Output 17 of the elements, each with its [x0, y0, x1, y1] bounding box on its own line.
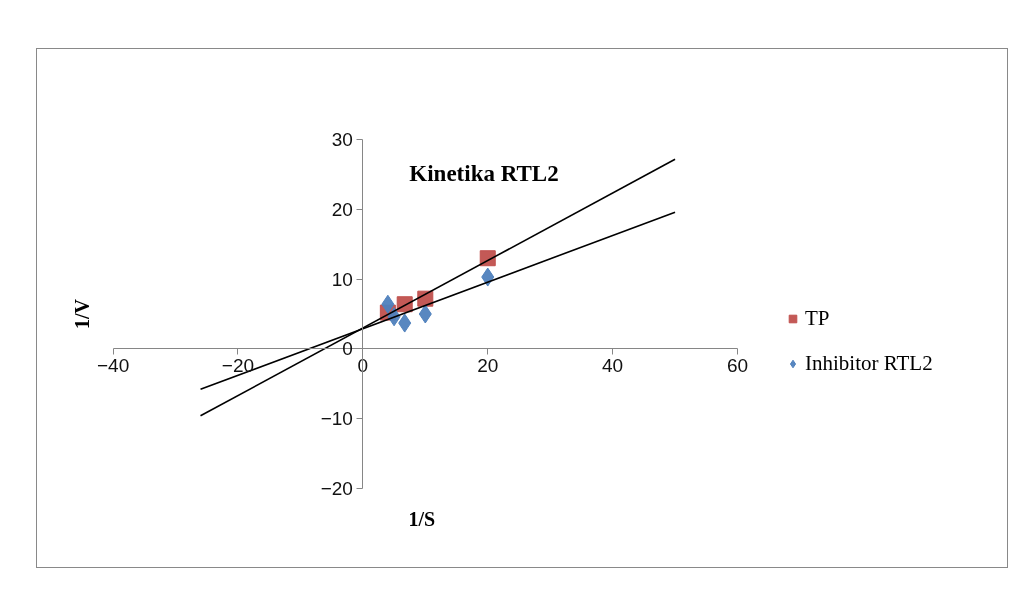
legend-label: Inhibitor RTL2	[805, 351, 933, 376]
y-tick-label: 30	[331, 129, 353, 151]
y-tick-label: −20	[320, 477, 353, 499]
x-tick-label: −20	[221, 354, 255, 376]
y-axis-title: 1/V	[70, 298, 93, 329]
x-tick-label: 60	[726, 354, 749, 376]
text: Kinetika RTL2	[409, 160, 559, 186]
x-tick-label: −40	[97, 354, 130, 376]
y-tick-label: 20	[331, 198, 353, 220]
y-tick-label: 0	[342, 338, 353, 360]
x-tick-label: 40	[602, 354, 624, 376]
legend-label: TP	[805, 306, 830, 331]
x-tick-label: 20	[477, 354, 499, 376]
y-tick-label: −10	[320, 408, 353, 430]
x-axis-title: 1/S	[408, 507, 436, 530]
y-tick-label: 10	[331, 268, 353, 290]
x-tick-label: 0	[357, 354, 369, 376]
